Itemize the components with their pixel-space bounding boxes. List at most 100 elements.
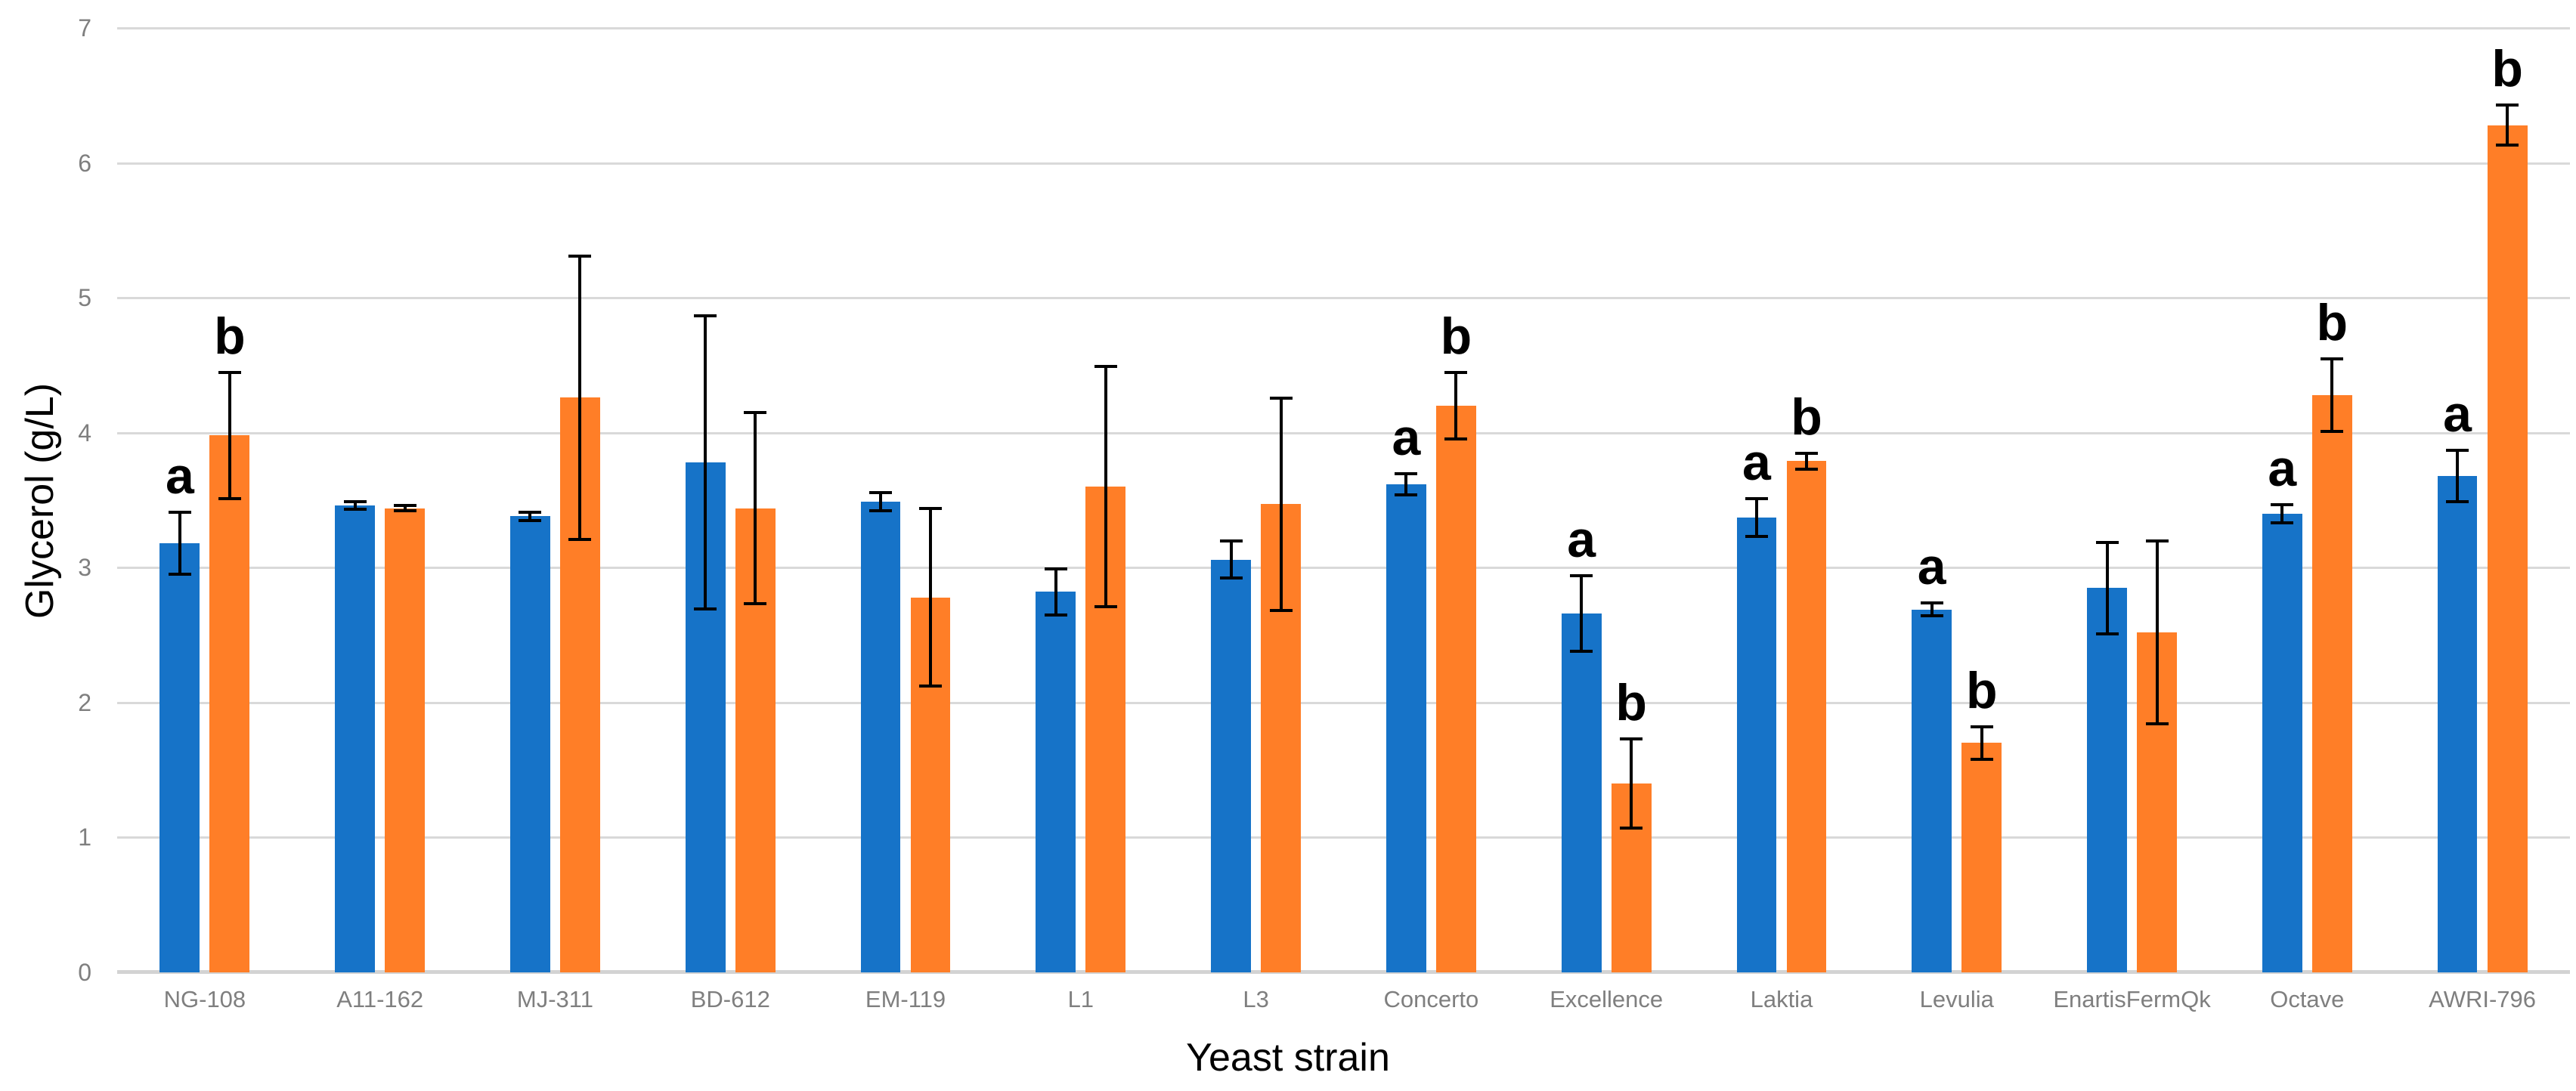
significance-letter: a xyxy=(165,447,194,505)
error-bar xyxy=(1094,365,1117,608)
bar-blue xyxy=(860,501,901,972)
x-tick-label: MJ-311 xyxy=(516,986,593,1012)
error-bar xyxy=(1620,737,1643,830)
error-bar xyxy=(168,511,191,576)
error-bar-stem xyxy=(2105,543,2109,632)
x-tick-label: L1 xyxy=(1067,986,1094,1012)
significance-letter: b xyxy=(1965,662,1998,720)
bar-orange xyxy=(1435,406,1476,972)
x-tick-label: BD-612 xyxy=(690,986,770,1012)
gridline xyxy=(117,836,2570,839)
error-bar-stem xyxy=(929,509,933,685)
bar-orange xyxy=(2487,125,2528,972)
gridline xyxy=(117,701,2570,704)
error-bar xyxy=(1395,471,1418,496)
error-bar xyxy=(2095,540,2119,635)
error-bar-stem xyxy=(1804,454,1808,468)
y-tick-label: 2 xyxy=(78,688,91,716)
error-bar-stem xyxy=(1454,373,1458,438)
error-bar-stem xyxy=(2330,360,2334,430)
bar-blue xyxy=(1561,613,1602,972)
error-bar-stem xyxy=(879,493,882,510)
x-tick-label: A11-162 xyxy=(336,986,424,1012)
y-tick-label: 4 xyxy=(78,419,91,447)
bar-orange xyxy=(209,435,250,972)
bar-group xyxy=(993,28,1169,972)
error-bar xyxy=(2321,357,2344,433)
bar-blue xyxy=(2437,475,2478,972)
error-bar xyxy=(1219,539,1243,580)
y-tick-label: 6 xyxy=(78,149,91,177)
error-bar xyxy=(218,370,241,500)
significance-letter: b xyxy=(1615,674,1647,732)
error-bar-stem xyxy=(528,514,532,519)
bar-group xyxy=(818,28,993,972)
error-bar xyxy=(1794,451,1818,471)
bar-orange xyxy=(1961,743,2002,972)
error-bar-stem xyxy=(578,258,582,538)
error-bar xyxy=(1920,601,1943,618)
error-bar xyxy=(2446,449,2469,503)
bar-orange xyxy=(1786,461,1827,972)
error-bar xyxy=(1745,497,1768,538)
error-bar-stem xyxy=(2280,505,2284,522)
error-bar-stem xyxy=(228,373,231,497)
y-axis-title: Glycerol (g/L) xyxy=(18,382,62,620)
error-bar-stem xyxy=(2506,107,2509,144)
error-bar-stem xyxy=(353,503,357,508)
significance-letter: b xyxy=(214,307,246,365)
error-bar xyxy=(744,411,767,606)
error-bar-stem xyxy=(1279,399,1283,610)
bar-blue xyxy=(1211,559,1251,972)
bar-blue xyxy=(159,543,200,972)
error-bar xyxy=(1444,370,1468,441)
error-bar xyxy=(519,511,542,522)
error-bar xyxy=(1269,396,1293,613)
error-bar-stem xyxy=(704,317,707,608)
bar-blue xyxy=(510,516,550,972)
error-bar-stem xyxy=(2456,452,2460,500)
x-tick-label: Concerto xyxy=(1383,986,1479,1012)
bar-blue xyxy=(2087,588,2127,972)
bar-group xyxy=(642,28,818,972)
gridline xyxy=(117,431,2570,434)
error-bar-stem xyxy=(1054,570,1057,613)
bar-orange xyxy=(2311,394,2352,972)
error-bar-stem xyxy=(1630,740,1633,827)
error-bar-stem xyxy=(403,507,407,510)
bar-group xyxy=(1169,28,1344,972)
bar-blue xyxy=(1386,484,1426,972)
error-bar xyxy=(694,314,717,611)
bar-blue xyxy=(1736,518,1777,972)
gridline xyxy=(117,567,2570,570)
x-tick-label: AWRI-796 xyxy=(2429,986,2537,1012)
bar-blue xyxy=(1036,592,1076,972)
x-axis-title: Yeast strain xyxy=(1186,1036,1390,1080)
x-tick-label: EnartisFermQk xyxy=(2053,986,2211,1012)
y-tick-label: 3 xyxy=(78,554,91,582)
gridline xyxy=(117,297,2570,300)
y-tick-label: 0 xyxy=(78,959,91,986)
error-bar-stem xyxy=(1754,500,1758,535)
significance-letter: b xyxy=(1440,307,1472,365)
gridline xyxy=(117,970,2570,974)
gridline xyxy=(117,27,2570,29)
error-bar-stem xyxy=(178,514,181,573)
significance-letter: a xyxy=(1742,434,1771,492)
bar-group xyxy=(293,28,468,972)
significance-letter: a xyxy=(2443,385,2472,444)
significance-letter: b xyxy=(2491,40,2523,97)
significance-letter: a xyxy=(1917,537,1946,595)
significance-letter: a xyxy=(1567,511,1596,569)
error-bar xyxy=(1970,725,1993,761)
y-tick-label: 7 xyxy=(78,14,91,42)
x-tick-label: Levulia xyxy=(1919,986,1994,1012)
error-bar-stem xyxy=(1404,474,1408,493)
error-bar xyxy=(1044,567,1067,617)
y-tick-label: 5 xyxy=(78,284,91,312)
